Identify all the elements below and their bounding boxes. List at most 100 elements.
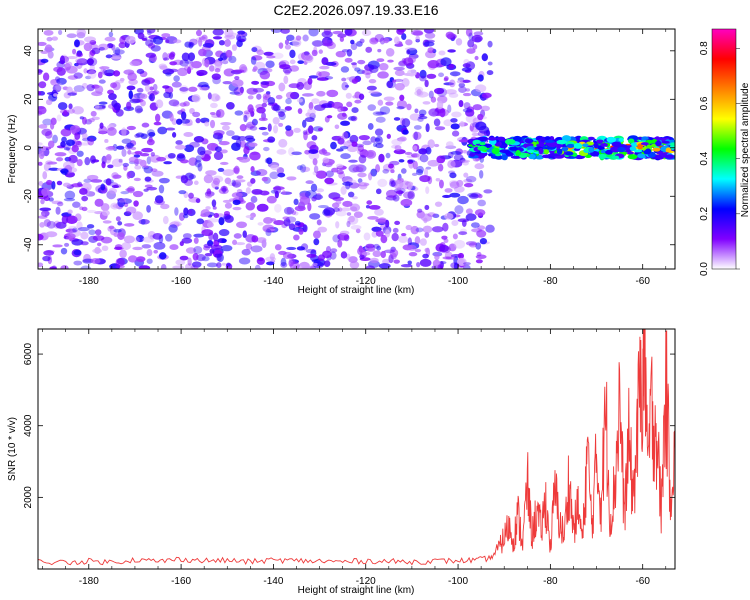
spectrogram-noise-blob — [307, 107, 316, 117]
spectrogram-noise-blob — [346, 212, 352, 216]
spectrogram-noise-blob — [86, 84, 95, 92]
spectrogram-noise-blob — [280, 262, 288, 268]
spectrogram-noise-blob — [203, 243, 213, 249]
spectrogram-noise-blob — [390, 180, 396, 187]
spectrogram-noise-blob — [261, 176, 269, 182]
spectrogram-noise-blob — [99, 122, 104, 129]
spectrogram-noise-blob — [308, 149, 319, 154]
spectrogram-noise-blob — [40, 198, 45, 205]
spectrogram-noise-blob — [180, 118, 191, 124]
spectrogram-noise-blob — [413, 125, 422, 130]
spectrogram-noise-blob — [470, 122, 476, 127]
spectrogram-noise-blob — [351, 196, 358, 200]
spectrogram-noise-blob — [47, 140, 55, 149]
spectrogram-noise-blob — [56, 114, 62, 122]
spectrogram-noise-blob — [366, 200, 373, 205]
spectrogram-noise-blob — [263, 146, 270, 152]
spectrogram-noise-blob — [265, 256, 277, 262]
spectrogram-noise-blob — [285, 98, 292, 105]
spectrogram-noise-blob — [76, 58, 89, 66]
spectrogram-noise-blob — [414, 108, 419, 114]
spectrogram-noise-blob — [367, 215, 379, 220]
spectrogram-noise-blob — [47, 50, 54, 59]
spectrogram-noise-blob — [448, 92, 459, 98]
spectrogram-noise-blob — [179, 241, 184, 247]
spectrogram-noise-blob — [318, 254, 326, 261]
spectrogram-noise-blob — [145, 52, 157, 58]
spectrogram-noise-blob — [175, 144, 186, 150]
spectrogram-noise-blob — [472, 104, 483, 111]
spectrogram-noise-blob — [102, 69, 108, 76]
spectrogram-noise-blob — [66, 56, 78, 60]
spectrogram-noise-blob — [110, 82, 118, 89]
spectrogram-noise-blob — [313, 165, 319, 174]
spectrogram-noise-blob — [214, 67, 221, 73]
spectrogram-noise-blob — [315, 188, 325, 193]
spectrogram-noise-blob — [311, 40, 324, 47]
colorbar-ticks: 0.0 0.2 0.4 0.6 0.8 — [699, 41, 740, 276]
spectrogram-noise-blob — [114, 47, 121, 56]
spectrogram-noise-blob — [214, 186, 219, 190]
spectrogram-noise-blob — [475, 259, 483, 264]
x-tick-label: -60 — [635, 576, 650, 587]
spectrogram-noise-blob — [256, 257, 265, 265]
spectrogram-noise-blob — [316, 71, 322, 78]
spectrogram-noise-blob — [374, 137, 381, 142]
spectrogram-noise-blob — [346, 101, 353, 108]
spectrogram-noise-blob — [118, 42, 127, 49]
spectrogram-signal-blob — [515, 150, 522, 157]
spectrogram-noise-blob — [473, 31, 484, 36]
spectrogram-noise-blob — [368, 90, 380, 94]
spectrogram-noise-blob — [90, 179, 103, 183]
spectrogram-noise-blob — [38, 90, 42, 96]
spectrogram-noise-blob — [139, 153, 150, 157]
spectrogram-noise-blob — [479, 170, 484, 179]
spectrogram-noise-blob — [51, 200, 63, 205]
spectrogram-noise-blob — [172, 220, 181, 225]
spectrogram-noise-blob — [151, 170, 164, 177]
spectrogram-noise-blob — [251, 47, 258, 53]
spectrogram-noise-blob — [312, 230, 321, 239]
spectrogram-noise-blob — [216, 262, 222, 269]
spectrogram-noise-blob — [340, 153, 351, 160]
spectrogram-noise-blob — [375, 111, 387, 115]
spectrogram-signal-blob — [652, 147, 661, 152]
spectrogram-noise-blob — [165, 39, 170, 44]
spectrogram-signal-blob — [487, 137, 497, 141]
snr-panel: -180 -160 -140 -120 -100 -80 -60 2000 4000 6000 H… — [7, 328, 676, 596]
spectrogram-noise-blob — [152, 35, 164, 45]
spectrogram-noise-blob — [123, 223, 135, 227]
spectrogram-noise-blob — [153, 249, 159, 254]
spectrogram-noise-blob — [152, 90, 160, 95]
spectrogram-noise-blob — [285, 91, 296, 99]
spectrogram-noise-blob — [152, 233, 163, 240]
spectrogram-noise-blob — [69, 125, 81, 133]
spectrogram-noise-blob — [76, 29, 87, 37]
spectrogram-noise-blob — [365, 72, 371, 79]
spectrogram-noise-blob — [226, 130, 235, 137]
spectrogram-noise-blob — [394, 220, 401, 225]
spectrogram-noise-blob — [234, 179, 246, 183]
spectrogram-noise-blob — [197, 163, 203, 172]
spectrogram-noise-blob — [321, 103, 334, 108]
spectrogram-noise-blob — [68, 103, 73, 110]
spectrogram-noise-blob — [461, 67, 472, 72]
spectrogram-noise-blob — [58, 29, 63, 36]
spectrogram-noise-blob — [292, 38, 302, 47]
spectrogram-noise-blob — [136, 108, 144, 113]
spectrogram-noise-blob — [191, 261, 202, 268]
spectrogram-noise-blob — [265, 228, 272, 237]
spectrogram-signal-blob — [593, 142, 599, 149]
colorbar-gradient — [712, 29, 736, 269]
spectrogram-noise-blob — [160, 203, 170, 210]
spectrogram-noise-blob — [231, 44, 238, 51]
spectrogram-noise-blob — [286, 34, 295, 41]
spectrogram-noise-blob — [374, 128, 384, 136]
spectrogram-noise-blob — [434, 126, 446, 131]
spectrogram-noise-blob — [238, 156, 251, 163]
spectrogram-noise-blob — [212, 29, 224, 36]
spectrogram-noise-blob — [471, 132, 480, 137]
spectrogram-noise-blob — [312, 171, 318, 176]
spectrogram-noise-blob — [377, 99, 384, 106]
spectrogram-noise-blob — [335, 221, 340, 229]
